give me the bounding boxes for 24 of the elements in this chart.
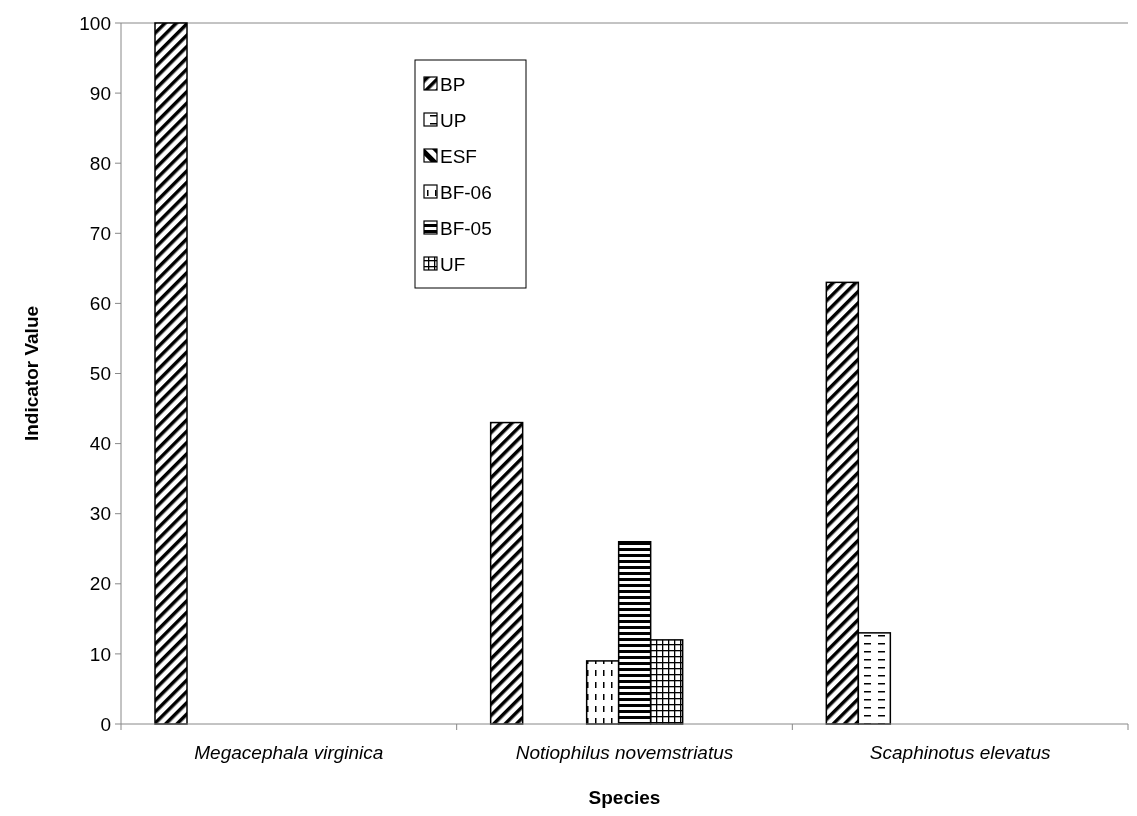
y-tick-label: 20 <box>89 573 111 595</box>
legend-label: BP <box>440 73 466 95</box>
y-tick-label: 0 <box>100 713 111 735</box>
y-tick-label: 40 <box>89 433 111 455</box>
legend-label: BF-05 <box>440 217 492 239</box>
x-axis-title: Species <box>588 787 661 808</box>
x-tick-label: Notiophilus novemstriatus <box>515 742 734 763</box>
y-tick-label: 100 <box>79 12 111 34</box>
y-tick-label: 50 <box>89 363 111 385</box>
y-tick-label: 90 <box>89 82 111 104</box>
y-tick-label: 70 <box>89 222 111 244</box>
bar <box>489 421 524 725</box>
y-tick-label: 80 <box>89 152 111 174</box>
legend-label: UP <box>440 109 467 131</box>
legend-label: BF-06 <box>440 181 492 203</box>
bar <box>154 22 188 725</box>
y-tick-label: 10 <box>89 643 111 665</box>
y-tick-label: 30 <box>89 503 111 525</box>
legend-label: ESF <box>440 145 477 167</box>
legend-label: UF <box>440 253 466 275</box>
y-tick-label: 60 <box>89 293 111 315</box>
y-axis-title: Indicator Value <box>21 305 42 442</box>
x-tick-label: Megacephala virginica <box>194 742 384 763</box>
x-tick-label: Scaphinotus elevatus <box>869 742 1051 763</box>
